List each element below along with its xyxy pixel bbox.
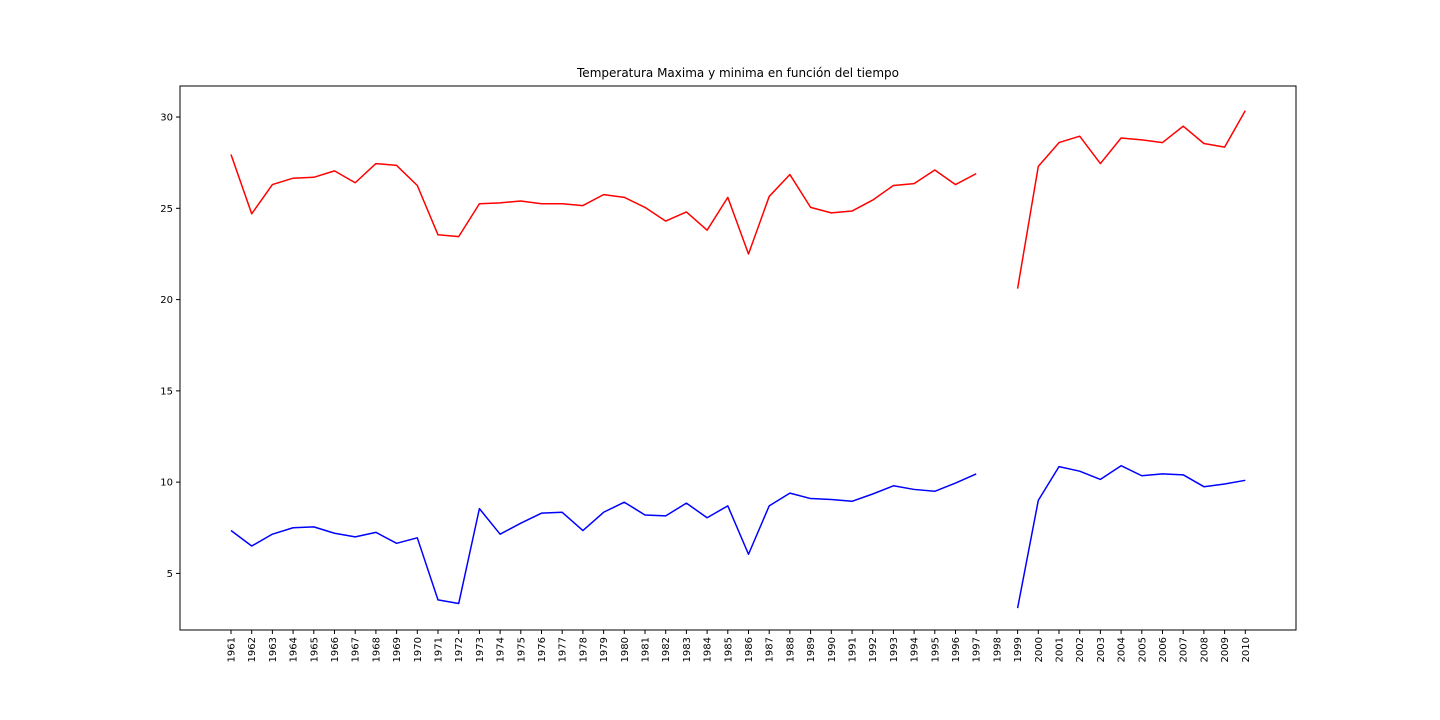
y-tick-label: 10 bbox=[160, 478, 173, 489]
x-tick-label: 1967 bbox=[351, 637, 362, 662]
x-tick-label: 2010 bbox=[1241, 637, 1252, 662]
x-tick-label: 1980 bbox=[620, 637, 631, 662]
x-tick-label: 2006 bbox=[1158, 637, 1169, 662]
series-layer bbox=[230, 110, 1246, 609]
x-tick-label: 1968 bbox=[371, 637, 382, 662]
x-tick-label: 1983 bbox=[682, 637, 693, 662]
x-tick-label: 1964 bbox=[289, 637, 300, 662]
x-tick-label: 1965 bbox=[309, 637, 320, 662]
x-tick-label: 1979 bbox=[599, 637, 610, 662]
x-tick-label: 2003 bbox=[1096, 637, 1107, 662]
x-tick-label: 1985 bbox=[723, 637, 734, 662]
y-tick-label: 15 bbox=[160, 386, 173, 397]
x-tick-label: 1963 bbox=[268, 637, 279, 662]
x-tick-label: 1995 bbox=[930, 637, 941, 662]
x-tick-label: 1999 bbox=[1013, 637, 1024, 662]
x-tick-label: 1977 bbox=[558, 637, 569, 662]
x-tick-label: 1976 bbox=[537, 637, 548, 662]
chart-title: Temperatura Maxima y minima en función d… bbox=[577, 66, 899, 80]
x-tick-label: 2007 bbox=[1179, 637, 1190, 662]
x-tick-label: 2000 bbox=[1034, 637, 1045, 662]
x-tick-label: 1961 bbox=[227, 637, 238, 662]
axes-layer: 5 10 15 20 25 30 1961 1962 1963 1964 1965 1966 1967 1… bbox=[160, 85, 1297, 662]
x-tick-label: 1994 bbox=[910, 637, 921, 662]
x-tick-label: 1988 bbox=[785, 637, 796, 662]
x-tick-label: 1962 bbox=[247, 637, 258, 662]
x-tick-label: 1970 bbox=[413, 637, 424, 662]
x-tick-label: 1997 bbox=[972, 637, 983, 662]
series-line-1 bbox=[230, 110, 1246, 289]
x-tick-label: 2004 bbox=[1117, 637, 1128, 662]
x-tick-label: 1981 bbox=[641, 637, 652, 662]
x-tick-label: 1975 bbox=[516, 637, 527, 662]
x-tick-label: 1990 bbox=[827, 637, 838, 662]
series-line-2 bbox=[230, 464, 1246, 609]
x-tick-label: 1978 bbox=[578, 637, 589, 662]
x-tick-label: 1986 bbox=[744, 637, 755, 662]
x-tick-label: 1998 bbox=[992, 637, 1003, 662]
x-tick-label: 1984 bbox=[703, 637, 714, 662]
x-tick-label: 2009 bbox=[1220, 637, 1231, 662]
y-tick-label: 25 bbox=[160, 204, 173, 215]
x-tick-label: 1971 bbox=[434, 637, 445, 662]
x-tick-label: 2008 bbox=[1199, 637, 1210, 662]
plot-frame bbox=[179, 85, 1297, 631]
x-tick-label: 2005 bbox=[1137, 637, 1148, 662]
y-tick-label: 20 bbox=[160, 295, 173, 306]
x-tick-label: 2001 bbox=[1055, 637, 1066, 662]
x-tick-label: 1966 bbox=[330, 637, 341, 662]
x-tick-label: 2002 bbox=[1075, 637, 1086, 662]
x-tick-label: 1969 bbox=[392, 637, 403, 662]
x-tick-label: 1993 bbox=[889, 637, 900, 662]
x-tick-label: 1982 bbox=[661, 637, 672, 662]
x-tick-label: 1973 bbox=[475, 637, 486, 662]
x-tick-label: 1992 bbox=[868, 637, 879, 662]
y-tick-label: 5 bbox=[167, 569, 173, 580]
x-tick-label: 1987 bbox=[765, 637, 776, 662]
x-tick-label: 1972 bbox=[454, 637, 465, 662]
y-tick-label: 30 bbox=[160, 113, 173, 124]
x-tick-label: 1989 bbox=[806, 637, 817, 662]
x-tick-label: 1974 bbox=[496, 637, 507, 662]
x-tick-label: 1996 bbox=[951, 637, 962, 662]
x-tick-label: 1991 bbox=[848, 637, 859, 662]
